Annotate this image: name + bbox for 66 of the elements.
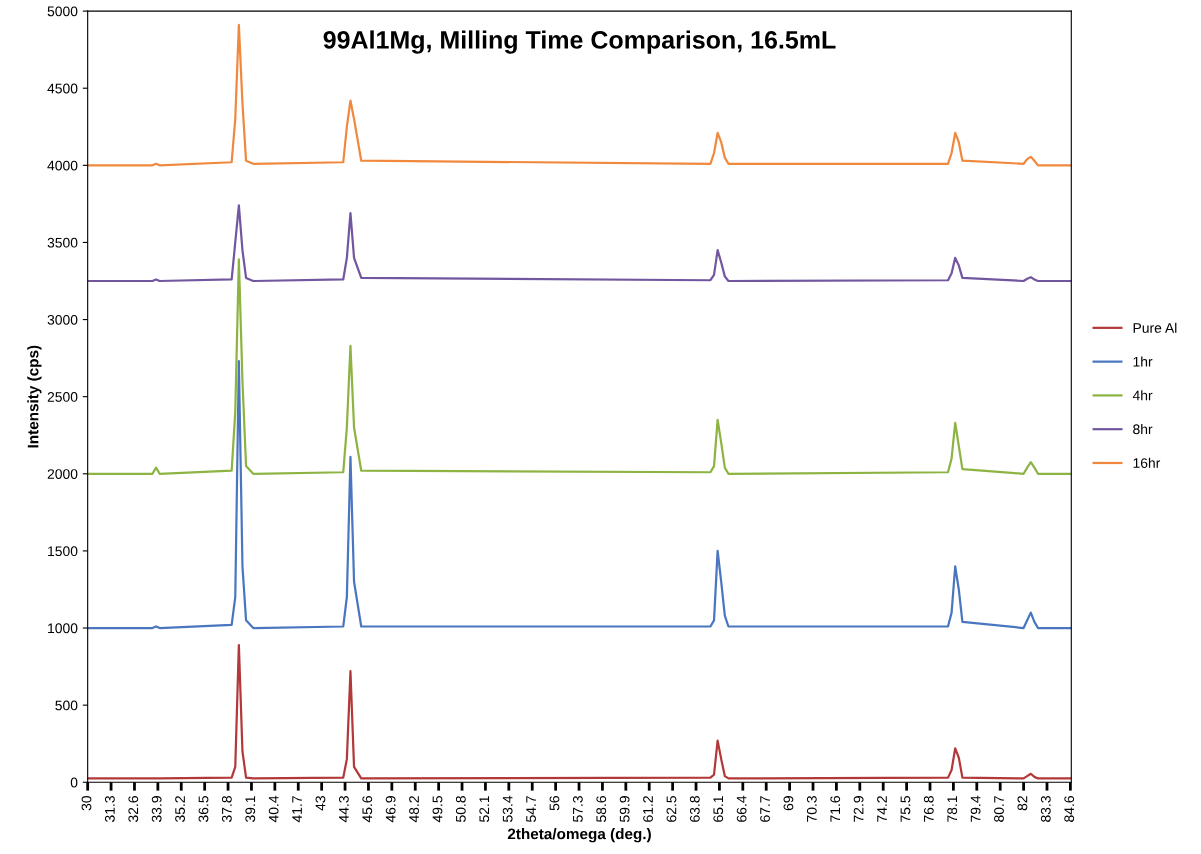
x-tick-label: 83.3 <box>1040 796 1051 822</box>
legend-label: 8hr <box>1133 423 1153 435</box>
x-tick-label: 31.3 <box>104 796 115 822</box>
x-tick-label: 36.5 <box>198 796 209 822</box>
x-tick-label: 33.9 <box>151 796 162 822</box>
x-tick-label: 76.8 <box>923 796 934 822</box>
x-tick-label: 48.2 <box>409 796 419 823</box>
x-tick-label: 71.6 <box>830 796 841 822</box>
x-tick-label: 49.5 <box>432 796 443 823</box>
text: 99Al1Mg, Milling Time Comparison, 16.5mL <box>323 30 836 54</box>
legend-label: 16hr <box>1133 457 1161 468</box>
x-tick-label: 57.3 <box>572 796 583 822</box>
x-tick-label: 46.9 <box>385 796 396 823</box>
x-tick-label: 56 <box>549 796 560 811</box>
x-tick-label: 80.7 <box>994 796 1004 822</box>
x-tick-label: 84.6 <box>1064 796 1075 822</box>
legend-label: Pure Al <box>1133 322 1177 333</box>
x-tick-label: 74.2 <box>877 796 887 822</box>
x-tick-label: 52.1 <box>479 796 490 822</box>
y-axis-title: Intensity (cps) <box>27 345 42 448</box>
x-tick-label: 75.5 <box>900 796 911 822</box>
x-tick-label: 82 <box>1017 796 1028 811</box>
y-tick-label: 2500 <box>47 392 78 402</box>
x-tick-label: 66.4 <box>736 795 747 822</box>
x-tick-label: 72.9 <box>853 796 864 822</box>
x-tick-label: 41.7 <box>292 796 302 823</box>
x-tick-label: 40.4 <box>268 795 279 823</box>
x-tick-label: 69 <box>783 796 794 811</box>
y-tick-label: 3500 <box>47 237 78 248</box>
line-series <box>87 258 1072 475</box>
x-tick-label: 37.8 <box>221 796 232 822</box>
x-tick-label: 79.4 <box>970 795 981 822</box>
x-tick-label: 58.6 <box>596 796 607 822</box>
y-tick-label: 4500 <box>47 83 78 94</box>
x-tick-label: 30 <box>81 796 92 811</box>
x-tick-label: 35.2 <box>175 796 185 822</box>
y-tick-label: 1500 <box>48 546 78 557</box>
x-tick-label: 53.4 <box>502 795 513 822</box>
y-tick-label: 4000 <box>47 160 78 171</box>
y-tick-label: 0 <box>70 777 78 788</box>
y-tick-label: 5000 <box>47 6 78 17</box>
line-series <box>87 204 1072 283</box>
x-tick-label: 78.1 <box>947 796 958 822</box>
y-tick-label: 2000 <box>47 469 78 479</box>
x-axis-title: 2theta/omega (deg.) <box>507 828 651 843</box>
x-tick-label: 67.7 <box>760 796 770 822</box>
x-tick-label: 59.9 <box>619 796 630 822</box>
x-tick-label: 62.5 <box>666 796 677 822</box>
x-tick-label: 70.3 <box>806 796 817 822</box>
x-tick-label: 45.6 <box>362 796 373 823</box>
x-tick-label: 54.7 <box>526 796 536 822</box>
x-tick-label: 44.3 <box>338 796 349 823</box>
line-series <box>87 360 1072 630</box>
legend-label: 4hr <box>1132 390 1153 401</box>
x-tick-label: 50.8 <box>455 796 466 822</box>
x-tick-label: 32.6 <box>128 796 139 822</box>
x-tick-label: 39.1 <box>245 796 256 822</box>
line-series <box>87 23 1072 167</box>
x-tick-label: 65.1 <box>713 796 724 822</box>
y-tick-label: 3000 <box>47 314 78 325</box>
x-tick-label: 43 <box>315 796 326 811</box>
x-tick-label: 63.8 <box>689 796 700 822</box>
x-tick-label: 61.2 <box>643 796 653 822</box>
y-tick-label: 500 <box>55 700 78 711</box>
legend-label: 1hr <box>1133 356 1153 367</box>
y-tick-label: 1000 <box>48 623 78 634</box>
